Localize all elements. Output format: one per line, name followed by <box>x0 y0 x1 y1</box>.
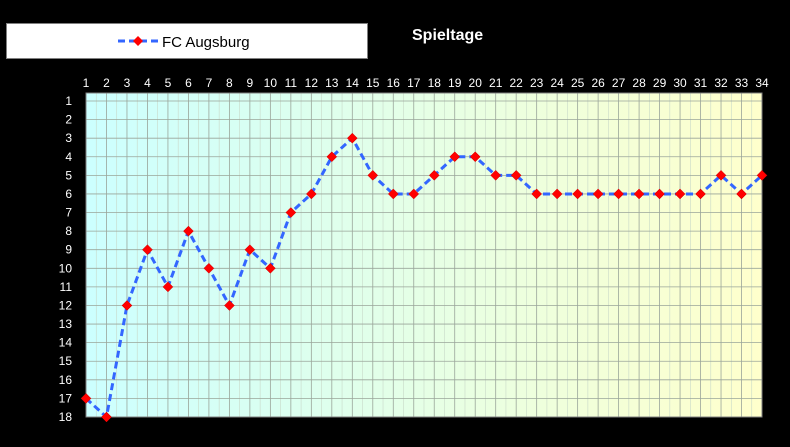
data-point <box>326 151 338 163</box>
x-tick-label: 26 <box>591 76 605 90</box>
y-tick-label: 9 <box>65 243 72 257</box>
y-tick-label: 5 <box>65 168 72 182</box>
data-point <box>756 169 768 181</box>
data-point <box>469 151 481 163</box>
data-point <box>80 393 92 404</box>
y-tick-label: 18 <box>59 410 73 424</box>
x-tick-label: 25 <box>571 76 585 90</box>
x-tick-label: 27 <box>612 76 626 90</box>
data-point <box>428 169 440 181</box>
data-point <box>449 151 461 163</box>
x-tick-label: 13 <box>325 76 339 90</box>
x-tick-label: 11 <box>285 76 298 90</box>
y-tick-label: 17 <box>59 391 73 405</box>
axes: 1 2 3 4 5 6 7 8 9 10 11 12 13 14 15 16 17 18 19 20 21 22 23 24 2… <box>59 76 769 424</box>
legend-marker <box>133 36 143 46</box>
data-point <box>101 411 112 423</box>
y-tick-label: 15 <box>59 354 73 368</box>
data-point <box>305 188 317 200</box>
x-tick-label: 3 <box>124 76 131 90</box>
x-tick-label: 4 <box>144 76 151 90</box>
data-point <box>695 188 706 200</box>
data-point <box>531 188 543 200</box>
x-tick-label: 24 <box>550 76 564 90</box>
x-tick-label: 31 <box>694 76 708 90</box>
x-tick-label: 16 <box>387 76 401 90</box>
x-tick-label: 18 <box>428 76 442 90</box>
x-tick-label: 5 <box>165 76 172 90</box>
data-point <box>592 188 604 200</box>
data-point <box>203 262 215 274</box>
y-tick-label: 4 <box>65 150 72 164</box>
x-tick-label: 20 <box>469 76 483 90</box>
legend-label: FC Augsburg <box>162 34 250 51</box>
x-tick-label: 7 <box>206 76 213 90</box>
y-tick-label: 13 <box>59 317 73 331</box>
data-point <box>346 132 358 144</box>
data-point <box>572 188 583 200</box>
x-tick-label: 12 <box>305 76 319 90</box>
x-tick-label: 33 <box>735 76 749 90</box>
data-point <box>162 281 174 293</box>
y-tick-label: 14 <box>59 336 73 350</box>
y-tick-label: 2 <box>65 113 72 127</box>
x-tick-label: 17 <box>407 76 421 90</box>
data-point <box>387 188 399 200</box>
plot-border <box>85 92 763 418</box>
x-tick-label: 22 <box>510 76 524 90</box>
x-tick-label: 10 <box>264 76 278 90</box>
y-tick-label: 1 <box>65 94 72 108</box>
y-tick-label: 6 <box>65 187 72 201</box>
data-point <box>265 262 276 274</box>
y-tick-label: 7 <box>65 206 72 220</box>
data-point <box>510 169 522 181</box>
data-point <box>244 244 256 256</box>
x-tick-label: 6 <box>185 76 192 90</box>
data-point <box>633 188 645 200</box>
x-tick-label: 9 <box>247 76 254 90</box>
y-tick-label: 16 <box>59 373 73 387</box>
legend <box>6 23 368 59</box>
x-tick-label: 29 <box>653 76 667 90</box>
y-tick-label: 8 <box>65 224 72 238</box>
x-tick-label: 15 <box>366 76 380 90</box>
data-point <box>736 188 747 200</box>
data-point <box>285 207 297 218</box>
series-layer <box>80 132 768 423</box>
x-tick-label: 28 <box>632 76 646 90</box>
data-point <box>613 188 624 200</box>
x-tick-label: 14 <box>346 76 360 90</box>
data-point <box>408 188 420 200</box>
x-tick-label: 30 <box>673 76 687 90</box>
data-point <box>715 169 727 181</box>
data-point <box>551 188 563 200</box>
y-tick-label: 3 <box>65 131 72 145</box>
x-tick-label: 34 <box>755 76 769 90</box>
data-point <box>654 188 665 200</box>
y-tick-label: 11 <box>60 280 73 294</box>
chart-title: Spieltage <box>412 27 484 44</box>
y-tick-label: 12 <box>59 298 73 312</box>
data-point <box>224 300 235 311</box>
data-point <box>121 300 133 311</box>
grid <box>85 92 763 418</box>
data-point <box>142 244 153 256</box>
x-tick-label: 1 <box>83 76 90 90</box>
data-point <box>367 169 379 181</box>
x-tick-label: 21 <box>489 76 503 90</box>
x-tick-label: 23 <box>530 76 544 90</box>
x-tick-label: 8 <box>226 76 233 90</box>
data-point <box>490 169 502 181</box>
data-point <box>674 188 686 200</box>
x-tick-label: 2 <box>103 76 110 90</box>
legend-content: FC Augsburg <box>118 34 250 51</box>
y-tick-label: 10 <box>59 261 73 275</box>
x-tick-label: 19 <box>448 76 462 90</box>
series-line <box>84 136 764 419</box>
data-point <box>183 225 194 237</box>
x-tick-label: 32 <box>714 76 728 90</box>
